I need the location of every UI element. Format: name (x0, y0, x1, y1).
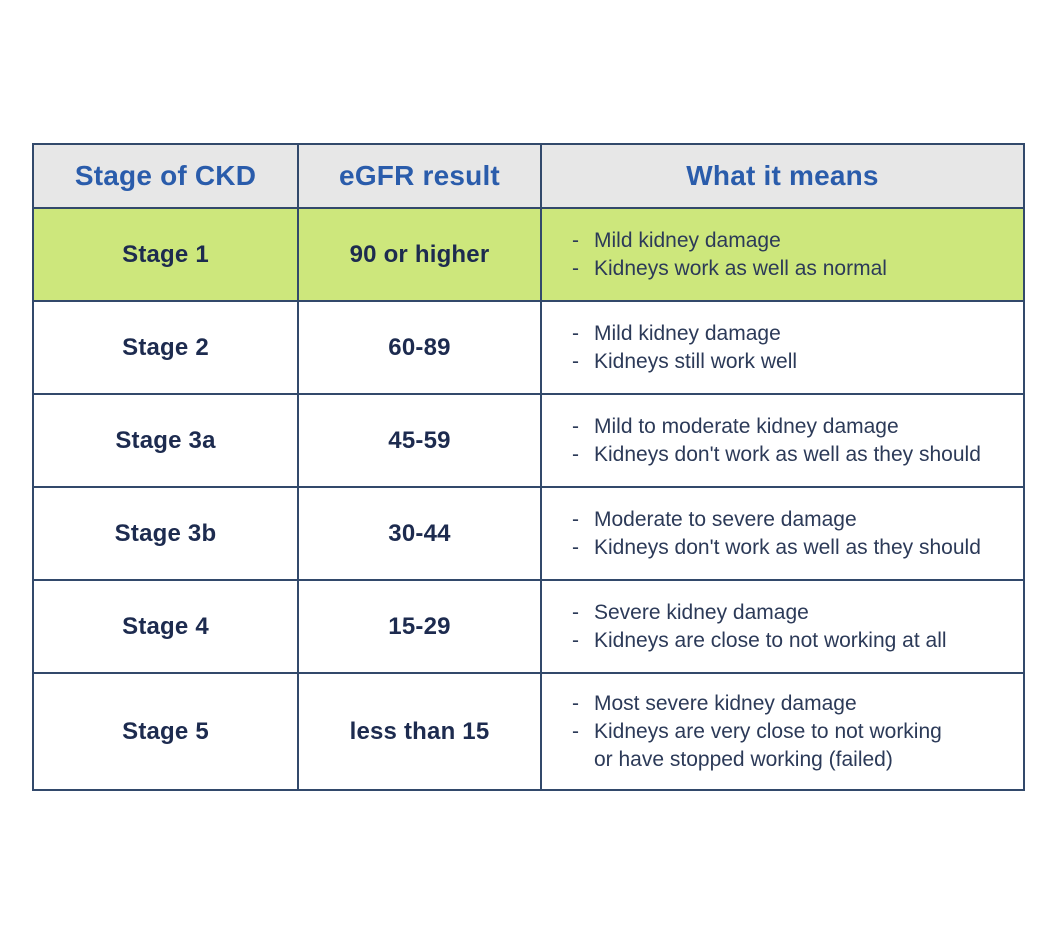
dash-bullet: - (572, 691, 579, 715)
table-row-stage-4: Stage 4 15-29 - Severe kidney damage - Kid… (32, 579, 1025, 674)
meaning-line: - Kidneys don't work as well as they shou… (572, 534, 1011, 562)
meaning-line: - Kidneys are close to not working at all (572, 627, 1011, 655)
dash-bullet: - (572, 719, 579, 743)
ckd-stage-table: Stage of CKD eGFR result What it means S… (32, 143, 1025, 791)
egfr-value: 45-59 (297, 393, 542, 488)
meaning-line: - Kidneys work as well as normal (572, 255, 1011, 283)
stage-label: Stage 2 (32, 300, 299, 395)
meaning-line-continuation: -or have stopped working (failed) (572, 746, 1011, 774)
meaning-text: Kidneys don't work as well as they shoul… (594, 442, 981, 466)
stage-label: Stage 5 (32, 672, 299, 791)
meaning-cell: - Mild to moderate kidney damage - Kidneys… (540, 393, 1025, 488)
meaning-text: Kidneys work as well as normal (594, 256, 887, 280)
egfr-value: less than 15 (297, 672, 542, 791)
egfr-value: 90 or higher (297, 207, 542, 302)
meaning-cell: - Mild kidney damage - Kidneys work as wel… (540, 207, 1025, 302)
meaning-line: - Kidneys still work well (572, 348, 1011, 376)
egfr-value: 30-44 (297, 486, 542, 581)
meaning-text: Most severe kidney damage (594, 691, 857, 715)
table-row-stage-5: Stage 5 less than 15 - Most severe kidney… (32, 672, 1025, 791)
meaning-cell: - Mild kidney damage - Kidneys still work … (540, 300, 1025, 395)
meaning-line: - Kidneys don't work as well as they shou… (572, 441, 1011, 469)
meaning-line: - Severe kidney damage (572, 599, 1011, 627)
meaning-cell: - Severe kidney damage - Kidneys are close… (540, 579, 1025, 674)
meaning-line: - Kidneys are very close to not working (572, 718, 1011, 746)
meaning-text: Kidneys still work well (594, 349, 798, 373)
stage-label: Stage 3b (32, 486, 299, 581)
table-row-stage-2: Stage 2 60-89 - Mild kidney damage - Kidne… (32, 300, 1025, 395)
meaning-text: Kidneys are very close to not working (594, 719, 942, 743)
meaning-text: Severe kidney damage (594, 600, 809, 624)
dash-bullet: - (572, 442, 579, 466)
meaning-cell: - Moderate to severe damage - Kidneys don'… (540, 486, 1025, 581)
meaning-line: - Mild kidney damage (572, 320, 1011, 348)
dash-bullet: - (572, 321, 579, 345)
meaning-line: - Most severe kidney damage (572, 690, 1011, 718)
column-header-meaning: What it means (540, 143, 1025, 209)
egfr-value: 15-29 (297, 579, 542, 674)
dash-bullet: - (572, 628, 579, 652)
meaning-cell: - Most severe kidney damage - Kidneys are … (540, 672, 1025, 791)
meaning-text: Kidneys are close to not working at all (594, 628, 947, 652)
table-row-stage-3b: Stage 3b 30-44 - Moderate to severe damag… (32, 486, 1025, 581)
meaning-text: Moderate to severe damage (594, 507, 857, 531)
table-row-stage-3a: Stage 3a 45-59 - Mild to moderate kidney … (32, 393, 1025, 488)
meaning-line: - Mild to moderate kidney damage (572, 413, 1011, 441)
dash-bullet: - (572, 535, 579, 559)
column-header-egfr: eGFR result (297, 143, 542, 209)
stage-label: Stage 3a (32, 393, 299, 488)
meaning-text: Kidneys don't work as well as they shoul… (594, 535, 981, 559)
dash-bullet: - (572, 256, 579, 280)
stage-label: Stage 1 (32, 207, 299, 302)
dash-bullet: - (572, 600, 579, 624)
table-header-row: Stage of CKD eGFR result What it means (32, 143, 1025, 209)
dash-bullet: - (572, 414, 579, 438)
meaning-text: Mild kidney damage (594, 228, 781, 252)
meaning-line: - Mild kidney damage (572, 227, 1011, 255)
meaning-text: Mild to moderate kidney damage (594, 414, 899, 438)
meaning-text: or have stopped working (failed) (594, 747, 893, 771)
meaning-line: - Moderate to severe damage (572, 506, 1011, 534)
stage-label: Stage 4 (32, 579, 299, 674)
meaning-text: Mild kidney damage (594, 321, 781, 345)
table-row-stage-1: Stage 1 90 or higher - Mild kidney damage… (32, 207, 1025, 302)
egfr-value: 60-89 (297, 300, 542, 395)
dash-bullet: - (572, 228, 579, 252)
dash-bullet: - (572, 507, 579, 531)
dash-bullet: - (572, 349, 579, 373)
column-header-stage: Stage of CKD (32, 143, 299, 209)
